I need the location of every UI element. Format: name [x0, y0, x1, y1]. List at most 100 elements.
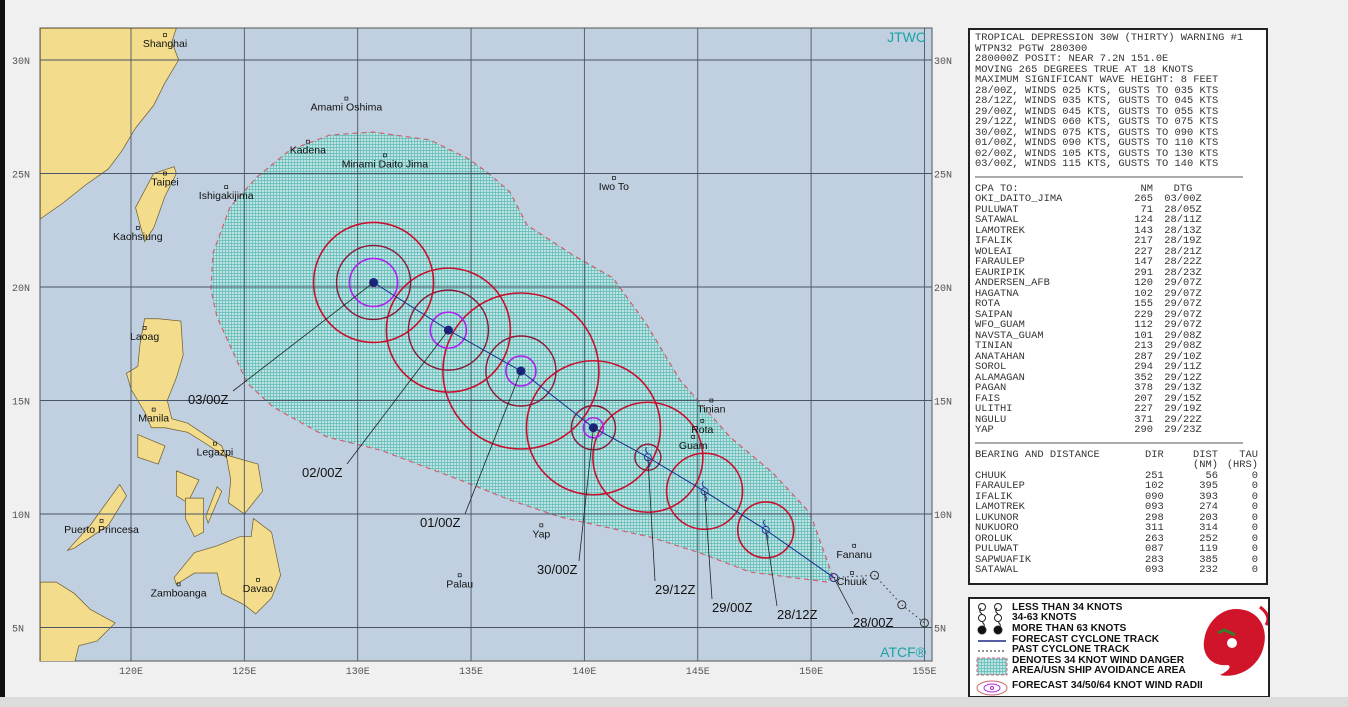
wind-radius-64kt: [582, 416, 605, 439]
warning-line: WTPN32 PGTW 280300: [975, 42, 1088, 55]
place-marker: [709, 398, 714, 403]
warning-line: 29/00Z, WINDS 045 KTS, GUSTS TO 055 KTS: [975, 105, 1219, 118]
tau-leader-line: [704, 491, 713, 600]
cpa-row-cell: 112: [1134, 319, 1153, 331]
lat-tick-left: 10N: [12, 511, 30, 522]
place-label: Rota: [691, 424, 713, 436]
cpa-row: LAMOTREK 143 28/13Z: [975, 224, 1213, 237]
cpa-row-cell: 28/22Z: [1164, 256, 1202, 268]
bearing-row-cell: SAPWUAFIK: [975, 553, 1032, 566]
cpa-row-cell: 28/23Z: [1164, 266, 1202, 279]
bearing-header-cell: TAU: [1239, 448, 1258, 461]
cpa-row-cell: 227: [1134, 245, 1153, 258]
wind-radius-34kt: [525, 359, 662, 496]
lat-tick-left: 5N: [12, 625, 24, 636]
place-label: Shanghai: [143, 38, 187, 50]
cpa-row-cell: 29/07Z: [1164, 277, 1202, 289]
wind-radius-34kt: [592, 401, 704, 514]
cpa-row-cell: 124: [1134, 214, 1153, 226]
bearing-row-cell: 385: [1199, 553, 1218, 566]
place-label: Yap: [532, 528, 550, 540]
cpa-row-cell: 29/12Z: [1164, 371, 1202, 384]
warning-line: 280000Z POSIT: NEAR 7.2N 151.0E: [975, 53, 1169, 65]
wind-radius-34kt: [442, 292, 600, 450]
window-edge: [0, 0, 5, 707]
cpa-row-cell: 352: [1134, 371, 1153, 384]
danger-area: [210, 131, 834, 583]
cpa-header-cell: NM: [1140, 182, 1153, 195]
cpa-row-cell: IFALIK: [975, 235, 1013, 247]
bearing-row-cell: LAMOTREK: [975, 501, 1025, 513]
tau-leader-line: [833, 577, 854, 615]
tau-label: 29/12Z: [655, 582, 696, 597]
landmass: [185, 497, 204, 538]
bearing-row-cell: 087: [1145, 543, 1164, 555]
cpa-row-cell: 29/10Z: [1164, 350, 1202, 363]
bearing-row-cell: 232: [1199, 564, 1218, 576]
lat-tick-left: 20N: [12, 284, 30, 295]
landmass: [135, 166, 177, 243]
bearing-header: BEARING AND DISTANCE DIR DIST TAU: [975, 448, 1258, 461]
place-marker: [344, 96, 349, 101]
place-marker: [700, 419, 705, 423]
place-marker: [163, 33, 167, 37]
place-marker: [612, 176, 616, 180]
bearing-row-cell: 298: [1145, 511, 1164, 524]
place-marker: [852, 543, 857, 548]
cpa-row-cell: ULITHI: [975, 403, 1013, 415]
cpa-row-cell: ANATAHAN: [975, 350, 1025, 363]
cpa-row-cell: NGULU: [975, 413, 1007, 426]
cpa-row-cell: 29/22Z: [1164, 413, 1202, 426]
cpa-row-cell: 29/19Z: [1164, 403, 1202, 415]
lat-tick-left: 30N: [12, 57, 30, 68]
bearing-row-cell: 0: [1251, 501, 1258, 513]
cpa-header-cell: DTG: [1173, 182, 1193, 195]
bearing-row-cell: SATAWAL: [975, 564, 1019, 576]
cpa-row: NGULU 371 29/22Z: [975, 413, 1213, 426]
atcf-brand: ATCF®: [880, 644, 927, 660]
bearing-row-cell: 203: [1199, 511, 1218, 524]
cpa-row: SAIPAN 229 29/07Z: [975, 309, 1213, 321]
tau-label: 30/00Z: [537, 562, 578, 577]
cpa-row-cell: YAP: [975, 424, 994, 436]
cpa-row: WFO_GUAM 112 29/07Z: [975, 320, 1213, 331]
tau-label: 28/12Z: [777, 607, 818, 622]
cpa-row-cell: FARAULEP: [975, 256, 1025, 268]
cpa-header-cell: CPA TO:: [975, 182, 1019, 195]
place-label: Ishigakijima: [199, 190, 254, 202]
place-marker: [256, 577, 260, 582]
wind-radius-64kt: [505, 355, 537, 387]
place-label: Davao: [243, 583, 274, 595]
bearing-subheader-cell: [975, 460, 1145, 471]
place-label: Manila: [138, 413, 169, 425]
place-marker: [142, 326, 147, 330]
landmass: [40, 28, 179, 220]
tau-leader-line: [232, 282, 374, 392]
bearing-row: FARAULEP 102 395 0: [975, 481, 1258, 492]
bearing-row-cell: FARAULEP: [975, 480, 1025, 492]
lat-tick-left: 15N: [12, 398, 30, 409]
cpa-row: SOROL 294 29/11Z: [975, 362, 1213, 373]
warning-line: 30/00Z, WINDS 075 KTS, GUSTS TO 090 KTS: [975, 126, 1219, 139]
cpa-row-cell: PAGAN: [975, 382, 1007, 394]
bearing-row-cell: 119: [1199, 543, 1218, 555]
bearing-row-cell: 393: [1199, 490, 1218, 503]
tau-leader-line: [346, 329, 449, 465]
cpa-row-cell: 29/11Z: [1164, 361, 1202, 373]
cpa-row-cell: NAVSTA_GUAM: [975, 329, 1044, 342]
cpa-row: ANDERSEN_AFB 120 29/07Z: [975, 278, 1213, 289]
bearing-row-cell: PULUWAT: [975, 543, 1019, 555]
lat-tick-right: 10N: [934, 511, 952, 522]
place-label: Puerto Princesa: [64, 524, 139, 536]
axis-ticks: 30N 30N 25N 25N 20N 20N 15N 15N 10N 10N 5N 5N 120E 12…: [12, 57, 952, 678]
lon-tick: 155E: [912, 667, 936, 678]
cpa-row-cell: 147: [1134, 256, 1153, 268]
divider: [975, 441, 1243, 444]
bearing-row-cell: 090: [1145, 490, 1164, 503]
cpa-row-cell: 28/13Z: [1164, 224, 1202, 237]
cpa-row: OKI_DAITO_JIMA 265 03/00Z: [975, 194, 1213, 205]
landmass: [173, 517, 281, 615]
place-marker: [213, 441, 217, 446]
bearing-row-cell: 311: [1145, 522, 1164, 534]
place-labels: Shanghai Amami Oshima Kadena Minami Daito J…: [64, 33, 872, 599]
